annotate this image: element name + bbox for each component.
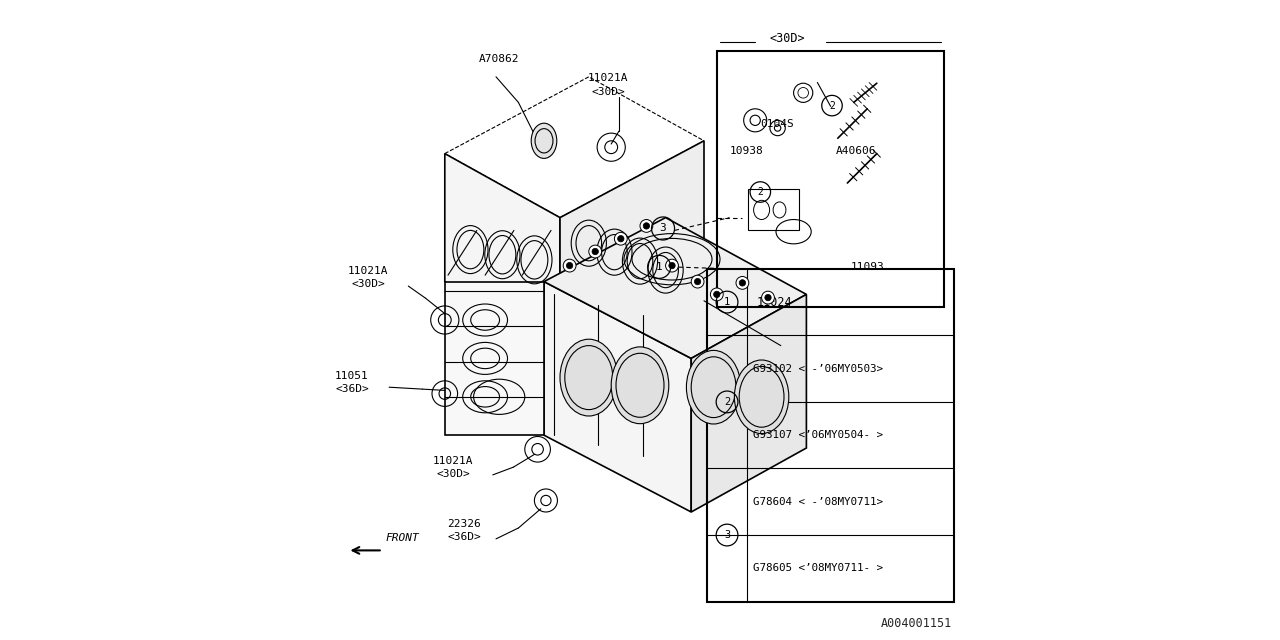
Text: 10938: 10938: [730, 145, 763, 156]
Circle shape: [666, 259, 678, 272]
Text: G78604 < -’08MY0711>: G78604 < -’08MY0711>: [753, 497, 883, 507]
Circle shape: [563, 259, 576, 272]
Circle shape: [694, 278, 701, 285]
Circle shape: [668, 262, 676, 269]
Text: 3: 3: [724, 530, 730, 540]
Text: 11051: 11051: [335, 371, 369, 381]
Text: 2: 2: [829, 100, 835, 111]
Polygon shape: [445, 282, 544, 435]
Polygon shape: [544, 282, 691, 512]
Polygon shape: [544, 218, 806, 358]
Text: 11021A: 11021A: [348, 266, 388, 276]
Bar: [708, 269, 954, 602]
Text: 1: 1: [724, 297, 730, 307]
Text: <36D>: <36D>: [447, 532, 481, 542]
Text: A40606: A40606: [836, 145, 877, 156]
Text: <30D>: <30D>: [436, 468, 470, 479]
Ellipse shape: [735, 360, 788, 434]
Text: A004001151: A004001151: [881, 618, 952, 630]
Text: FRONT: FRONT: [387, 532, 420, 543]
Text: G78605 <’08MY0711- >: G78605 <’08MY0711- >: [753, 563, 883, 573]
Circle shape: [714, 291, 719, 298]
Text: 22326: 22326: [447, 519, 481, 529]
Circle shape: [640, 220, 653, 232]
Polygon shape: [561, 141, 704, 346]
Text: A70862: A70862: [479, 54, 520, 64]
Ellipse shape: [612, 347, 668, 424]
Circle shape: [765, 294, 771, 301]
Circle shape: [643, 223, 650, 229]
Polygon shape: [691, 294, 806, 512]
Text: <30D>: <30D>: [351, 279, 385, 289]
Circle shape: [736, 276, 749, 289]
Circle shape: [617, 236, 625, 242]
Text: 11024: 11024: [756, 296, 792, 308]
Text: 0104S: 0104S: [760, 119, 795, 129]
Text: <30D>: <30D>: [591, 87, 625, 97]
Text: 11021A: 11021A: [433, 456, 474, 466]
Ellipse shape: [531, 123, 557, 159]
Ellipse shape: [561, 339, 617, 416]
Circle shape: [762, 291, 774, 304]
Circle shape: [740, 280, 746, 286]
Bar: [748, 189, 799, 230]
Bar: [717, 51, 945, 307]
Circle shape: [691, 275, 704, 288]
Text: 1: 1: [655, 262, 663, 272]
Text: 11021A: 11021A: [588, 73, 628, 83]
Circle shape: [589, 245, 602, 258]
Circle shape: [710, 288, 723, 301]
Circle shape: [566, 262, 573, 269]
Circle shape: [591, 248, 599, 255]
Ellipse shape: [686, 351, 741, 424]
Text: <36D>: <36D>: [335, 383, 369, 394]
Text: 2: 2: [758, 187, 763, 197]
Text: 11093: 11093: [851, 262, 884, 272]
Text: G93102 < -’06MY0503>: G93102 < -’06MY0503>: [753, 364, 883, 374]
Circle shape: [614, 232, 627, 245]
Text: <30D>: <30D>: [769, 32, 805, 45]
Text: G93107 <’06MY0504- >: G93107 <’06MY0504- >: [753, 430, 883, 440]
Polygon shape: [445, 154, 561, 346]
Text: 3: 3: [659, 223, 667, 234]
Text: 2: 2: [724, 397, 730, 407]
